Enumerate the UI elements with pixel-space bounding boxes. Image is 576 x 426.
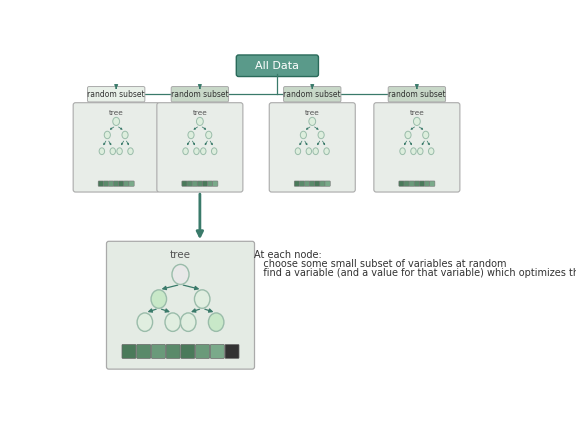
FancyBboxPatch shape	[119, 181, 124, 186]
Text: random subset: random subset	[388, 90, 446, 99]
Text: random subset: random subset	[171, 90, 229, 99]
FancyBboxPatch shape	[181, 345, 195, 358]
FancyBboxPatch shape	[207, 181, 213, 186]
FancyBboxPatch shape	[419, 181, 425, 186]
Ellipse shape	[300, 131, 306, 139]
FancyBboxPatch shape	[137, 345, 151, 358]
Text: choose some small subset of variables at random: choose some small subset of variables at…	[254, 259, 507, 269]
FancyBboxPatch shape	[314, 181, 320, 186]
Ellipse shape	[104, 131, 111, 139]
FancyBboxPatch shape	[124, 181, 129, 186]
FancyBboxPatch shape	[430, 181, 435, 186]
Ellipse shape	[194, 148, 199, 155]
Ellipse shape	[411, 148, 416, 155]
Ellipse shape	[200, 148, 206, 155]
FancyBboxPatch shape	[107, 241, 255, 369]
FancyBboxPatch shape	[409, 181, 414, 186]
FancyBboxPatch shape	[374, 103, 460, 192]
Ellipse shape	[122, 131, 128, 139]
FancyBboxPatch shape	[166, 345, 180, 358]
FancyBboxPatch shape	[309, 181, 315, 186]
FancyBboxPatch shape	[103, 181, 109, 186]
FancyBboxPatch shape	[192, 181, 198, 186]
Ellipse shape	[196, 117, 203, 126]
Ellipse shape	[117, 148, 122, 155]
FancyBboxPatch shape	[320, 181, 325, 186]
Text: find a variable (and a value for that variable) which optimizes the spl: find a variable (and a value for that va…	[254, 268, 576, 278]
Text: tree: tree	[192, 110, 207, 116]
Ellipse shape	[110, 148, 116, 155]
FancyBboxPatch shape	[414, 181, 419, 186]
FancyBboxPatch shape	[122, 345, 136, 358]
FancyBboxPatch shape	[113, 181, 119, 186]
Ellipse shape	[113, 117, 120, 126]
Ellipse shape	[318, 131, 324, 139]
FancyBboxPatch shape	[388, 86, 446, 102]
FancyBboxPatch shape	[151, 345, 165, 358]
FancyBboxPatch shape	[300, 181, 305, 186]
Text: random subset: random subset	[283, 90, 341, 99]
Ellipse shape	[151, 290, 166, 308]
Ellipse shape	[429, 148, 434, 155]
FancyBboxPatch shape	[129, 181, 134, 186]
FancyBboxPatch shape	[210, 345, 224, 358]
FancyBboxPatch shape	[187, 181, 192, 186]
FancyBboxPatch shape	[425, 181, 430, 186]
Ellipse shape	[128, 148, 133, 155]
FancyBboxPatch shape	[73, 103, 159, 192]
Ellipse shape	[209, 313, 224, 331]
Text: tree: tree	[170, 250, 191, 260]
FancyBboxPatch shape	[171, 86, 229, 102]
FancyBboxPatch shape	[213, 181, 218, 186]
FancyBboxPatch shape	[108, 181, 113, 186]
FancyBboxPatch shape	[399, 181, 404, 186]
Ellipse shape	[99, 148, 105, 155]
FancyBboxPatch shape	[196, 345, 210, 358]
FancyBboxPatch shape	[305, 181, 310, 186]
Ellipse shape	[414, 117, 420, 126]
FancyBboxPatch shape	[182, 181, 187, 186]
Ellipse shape	[309, 117, 316, 126]
Ellipse shape	[306, 148, 312, 155]
FancyBboxPatch shape	[98, 181, 104, 186]
FancyBboxPatch shape	[325, 181, 330, 186]
FancyBboxPatch shape	[225, 345, 239, 358]
FancyBboxPatch shape	[283, 86, 341, 102]
FancyBboxPatch shape	[202, 181, 208, 186]
Ellipse shape	[324, 148, 329, 155]
Text: tree: tree	[410, 110, 425, 116]
Text: All Data: All Data	[255, 61, 300, 71]
Ellipse shape	[195, 290, 210, 308]
Ellipse shape	[423, 131, 429, 139]
FancyBboxPatch shape	[404, 181, 410, 186]
FancyBboxPatch shape	[269, 103, 355, 192]
Text: tree: tree	[305, 110, 320, 116]
Ellipse shape	[400, 148, 406, 155]
Ellipse shape	[295, 148, 301, 155]
FancyBboxPatch shape	[197, 181, 203, 186]
Ellipse shape	[188, 131, 194, 139]
Ellipse shape	[405, 131, 411, 139]
Ellipse shape	[211, 148, 217, 155]
Ellipse shape	[313, 148, 319, 155]
Text: At each node:: At each node:	[254, 250, 322, 260]
Ellipse shape	[418, 148, 423, 155]
Ellipse shape	[183, 148, 188, 155]
Ellipse shape	[165, 313, 180, 331]
Ellipse shape	[137, 313, 153, 331]
FancyBboxPatch shape	[236, 55, 319, 77]
Ellipse shape	[206, 131, 212, 139]
Text: random subset: random subset	[88, 90, 145, 99]
Text: tree: tree	[109, 110, 123, 116]
FancyBboxPatch shape	[294, 181, 300, 186]
FancyBboxPatch shape	[88, 86, 145, 102]
Ellipse shape	[172, 265, 189, 285]
Ellipse shape	[180, 313, 196, 331]
FancyBboxPatch shape	[157, 103, 243, 192]
